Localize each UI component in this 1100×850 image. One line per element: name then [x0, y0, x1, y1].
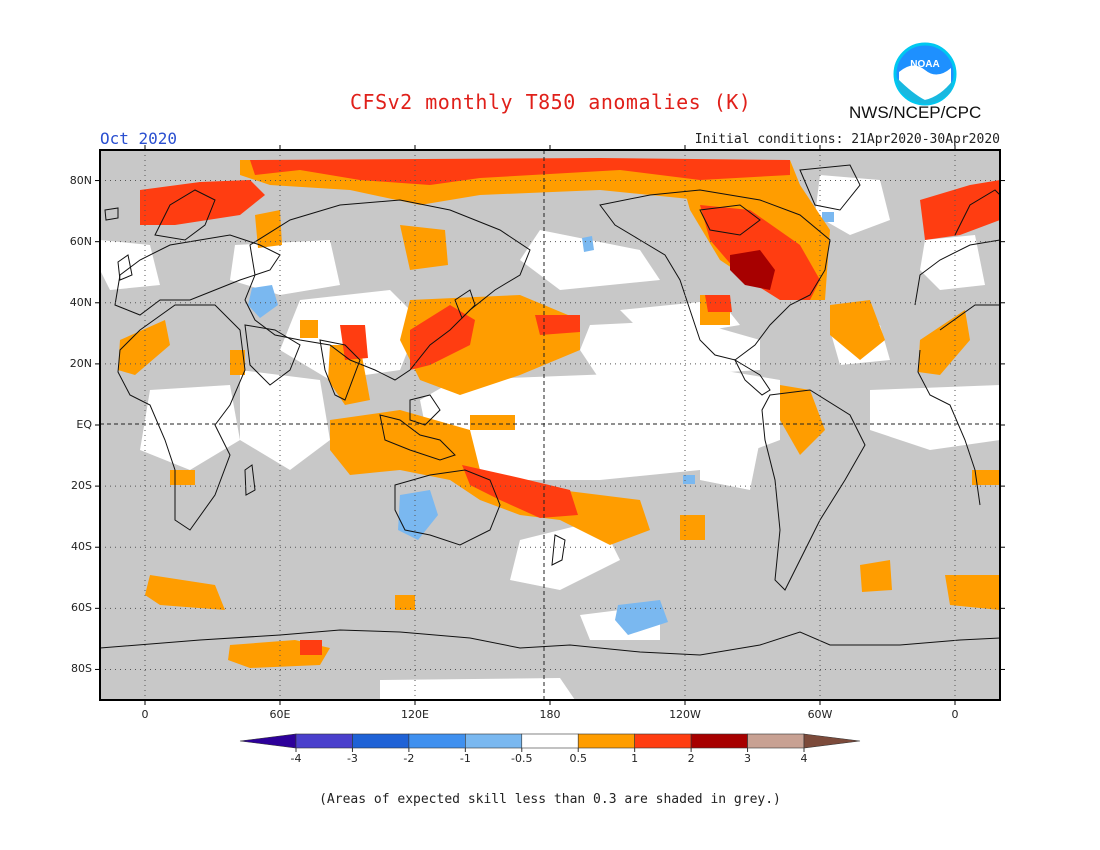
colorbar-swatch	[408, 733, 466, 749]
map-plot-area	[100, 150, 1000, 700]
lat-tick-label: 80S	[71, 662, 92, 676]
colorbar-label: 4	[800, 752, 808, 765]
lat-tick-label: 40S	[71, 540, 92, 554]
initial-conditions: Initial conditions: 21Apr2020-30Apr2020	[694, 132, 1000, 147]
colorbar-label: 2	[687, 752, 695, 765]
lat-tick-label: 60S	[71, 601, 92, 615]
colorbar-max-arrow	[803, 733, 861, 749]
agency-label: NWS/NCEP/CPC	[849, 103, 982, 122]
colorbar-min-arrow	[239, 733, 297, 749]
colorbar-label: -2	[403, 752, 415, 765]
skill-footnote: (Areas of expected skill less than 0.3 a…	[319, 792, 781, 807]
lat-tick-label: 40N	[69, 295, 92, 309]
grid-lines	[100, 150, 1000, 700]
colorbar-swatch	[521, 733, 579, 749]
colorbar-swatch	[295, 733, 353, 749]
lon-tick-label: 60E	[269, 708, 291, 721]
cool-anomaly-regions	[248, 212, 834, 635]
colorbar-label: 3	[744, 752, 752, 765]
warmest-anomaly-region	[730, 250, 775, 290]
colorbar-label: -3	[346, 752, 358, 765]
lat-tick-label: 80N	[69, 173, 92, 187]
colorbar	[239, 733, 861, 752]
colorbar-label: 1	[631, 752, 639, 765]
lon-tick-label: 120W	[669, 708, 701, 721]
colorbar-label: 0.5	[569, 752, 587, 765]
lon-tick-label: 0	[141, 708, 149, 721]
lat-tick-label: 60N	[69, 234, 92, 248]
colorbar-label: -1	[459, 752, 471, 765]
noaa-logo: NOAA	[893, 42, 957, 106]
colorbar-swatch	[690, 733, 748, 749]
lon-tick-label: 60W	[807, 708, 833, 721]
lon-tick-label: 120E	[401, 708, 429, 721]
colorbar-swatch	[352, 733, 410, 749]
colorbar-swatch	[465, 733, 523, 749]
colorbar-label: -0.5	[511, 752, 533, 765]
forecast-month: Oct 2020	[100, 129, 178, 148]
colorbar-swatch	[747, 733, 805, 749]
lat-tick-label: 20N	[69, 356, 92, 370]
colorbar-label: -4	[290, 752, 302, 765]
lon-tick-label: 0	[951, 708, 959, 721]
axis-ticks	[95, 145, 1005, 705]
lon-tick-label: 180	[539, 708, 561, 721]
colorbar-swatch	[577, 733, 635, 749]
logo-lettering: NOAA	[910, 59, 939, 70]
lat-tick-label: 20S	[71, 479, 92, 493]
neutral-anomaly-regions	[100, 175, 1000, 700]
lat-tick-label: EQ	[76, 418, 92, 431]
colorbar-swatch	[634, 733, 692, 749]
map-title: CFSv2 monthly T850 anomalies (K)	[350, 90, 752, 114]
